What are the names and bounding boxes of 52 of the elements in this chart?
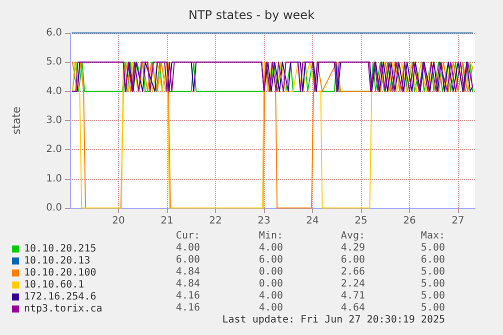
text: 4.84 bbox=[176, 278, 200, 290]
text: 4.71 bbox=[340, 290, 366, 302]
legend-label: ntp3.torix.ca bbox=[24, 304, 102, 314]
y-tick-label: 5.0 bbox=[46, 56, 62, 68]
y-tick-label: 4.0 bbox=[46, 86, 62, 97]
text: 5.00 bbox=[420, 290, 446, 302]
text: Max: bbox=[420, 230, 446, 242]
text: 5.00 bbox=[420, 278, 446, 290]
x-tick-label: 22 bbox=[209, 216, 222, 226]
text: 4.64 bbox=[340, 302, 366, 314]
text: Min: bbox=[258, 230, 284, 242]
text: 4.00 bbox=[176, 242, 200, 254]
y-tick-label: 1.0 bbox=[46, 173, 62, 184]
text: 5.00 bbox=[420, 266, 446, 278]
text: 0.00 bbox=[258, 278, 284, 290]
text: 4.00 bbox=[258, 242, 284, 254]
text: 4.84 bbox=[176, 266, 200, 278]
text: 0.00 bbox=[258, 266, 284, 278]
text: 4.00 bbox=[258, 302, 284, 314]
y-axis-title: state bbox=[10, 106, 23, 134]
legend-label: 10.10.20.215 bbox=[24, 244, 96, 254]
text: Avg: bbox=[340, 230, 366, 242]
text: 6.00 bbox=[340, 254, 366, 266]
y-tick-label: 0.0 bbox=[46, 202, 62, 214]
x-tick-label: 25 bbox=[354, 216, 368, 226]
text: 6.00 bbox=[420, 254, 446, 266]
text: 6.00 bbox=[176, 254, 200, 266]
x-tick-label: 24 bbox=[306, 216, 319, 226]
text: 2.66 bbox=[340, 266, 366, 278]
text: 4.16 bbox=[176, 290, 200, 302]
text: 5.00 bbox=[420, 242, 446, 254]
x-tick-label: 23 bbox=[258, 216, 270, 226]
y-tick-label: 6.0 bbox=[46, 28, 62, 38]
text: 4.29 bbox=[340, 242, 366, 254]
text: 6.00 bbox=[258, 254, 284, 266]
x-tick-label: 26 bbox=[403, 216, 416, 226]
legend-label: 10.10.20.13 bbox=[24, 256, 90, 266]
chart-title: NTP states - by week bbox=[188, 8, 315, 22]
text: 5.00 bbox=[420, 302, 446, 314]
y-tick-label: 3.0 bbox=[46, 115, 62, 126]
legend-label: 10.10.60.1 bbox=[24, 280, 84, 290]
x-tick-label: 20 bbox=[112, 216, 125, 226]
legend-label: 172.16.254.6 bbox=[24, 292, 96, 302]
legend-label: 10.10.20.100 bbox=[24, 268, 96, 278]
text: 2.24 bbox=[340, 278, 366, 290]
text: 4.00 bbox=[258, 290, 284, 302]
x-tick-label: 27 bbox=[452, 216, 464, 226]
text: Cur: bbox=[176, 230, 200, 242]
y-tick-label: 2.0 bbox=[46, 144, 62, 156]
text: Last update: Fri Jun 27 20:30:19 2025 bbox=[222, 314, 446, 326]
text: 4.16 bbox=[176, 302, 200, 314]
x-tick-label: 21 bbox=[160, 216, 174, 226]
